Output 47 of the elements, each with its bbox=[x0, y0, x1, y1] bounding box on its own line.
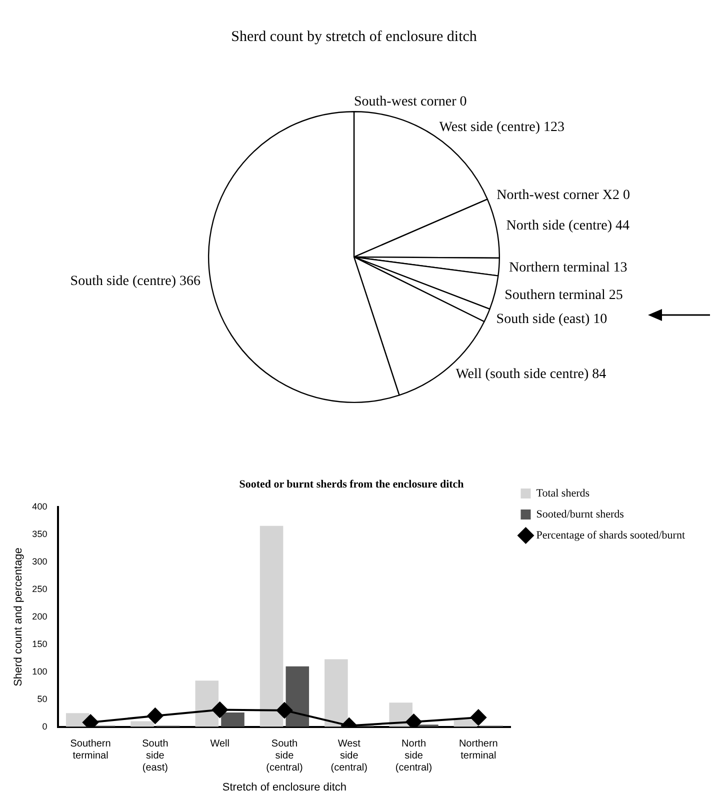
slice-label: South side (centre) bbox=[70, 274, 176, 290]
x-tick-label: North side (central) bbox=[395, 738, 432, 774]
bar bbox=[324, 659, 348, 727]
x-tick-label: Southern terminal bbox=[70, 738, 111, 762]
y-tick-label: 100 bbox=[32, 666, 48, 676]
slice-label: Northern terminal bbox=[509, 260, 610, 276]
y-tick-label: 350 bbox=[32, 529, 48, 540]
data-label: 123 bbox=[544, 120, 565, 135]
bar bbox=[221, 712, 244, 727]
bar bbox=[260, 526, 284, 727]
y-tick-label: 50 bbox=[37, 694, 48, 704]
legend-label: Percentage of shards sooted/burnt bbox=[536, 529, 685, 542]
x-tick-label: South side (central) bbox=[266, 738, 303, 774]
data-label: 84 bbox=[592, 367, 606, 382]
x-tick-label: Northern terminal bbox=[458, 738, 498, 762]
bar bbox=[195, 680, 219, 727]
data-label: 366 bbox=[180, 274, 201, 290]
legend-label: Total sherds bbox=[536, 487, 590, 500]
x-axis-title: Stretch of enclosure ditch bbox=[222, 781, 347, 794]
chart-title: Sooted or burnt sherds from the enclosure ditch bbox=[239, 478, 464, 490]
slice-label: South side (east) bbox=[496, 312, 590, 328]
chart-title: Sherd count by stretch of enclosure ditch bbox=[231, 28, 478, 45]
data-label: 13 bbox=[613, 260, 628, 276]
bar bbox=[130, 721, 154, 727]
y-tick-label: 150 bbox=[32, 638, 48, 649]
bar bbox=[286, 666, 310, 727]
slice-label: Southern terminal bbox=[504, 288, 606, 303]
slice-label: West side (centre) bbox=[439, 120, 540, 135]
x-tick-label: West side (central) bbox=[330, 738, 368, 774]
slice-label: North side (centre) bbox=[506, 218, 612, 234]
category-label: North-west corner X2 bbox=[496, 188, 620, 203]
legend-label: Sooted/burnt sherds bbox=[536, 508, 624, 520]
y-tick-label: 300 bbox=[32, 556, 48, 567]
slice-label: Well (south side centre) bbox=[456, 367, 590, 382]
x-tick-label: South side (east) bbox=[142, 738, 168, 774]
y-axis-title: Sherd count and percentage bbox=[12, 548, 25, 686]
text: 0 bbox=[622, 188, 630, 203]
text: 0 bbox=[460, 94, 467, 110]
category-label: South-west corner bbox=[354, 94, 456, 110]
y-tick-label: 250 bbox=[32, 584, 48, 594]
y-tick-label: 0 bbox=[42, 721, 48, 732]
x-tick-label: Well bbox=[210, 738, 230, 750]
y-tick-label: 200 bbox=[32, 611, 48, 622]
y-tick-label: 400 bbox=[32, 502, 48, 512]
data-label: 10 bbox=[593, 312, 608, 328]
data-label: 25 bbox=[608, 288, 623, 303]
data-label: 44 bbox=[616, 218, 630, 234]
